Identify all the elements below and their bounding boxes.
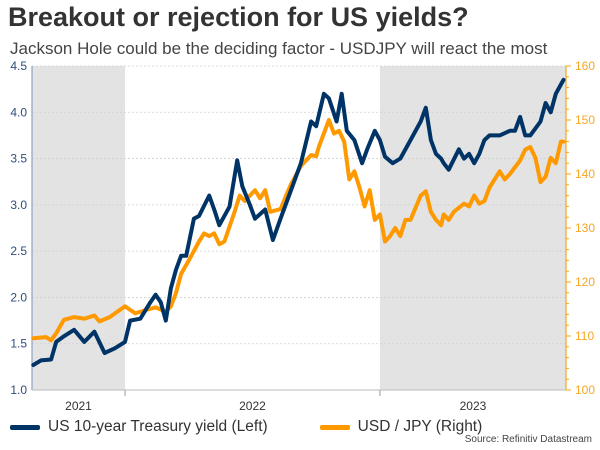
yield-series-line [31,77,566,367]
right-y-tick-label: 120 [575,275,595,289]
left-y-tick-label: 4.0 [10,105,27,119]
x-tick-label: 2023 [460,399,487,413]
legend: US 10-year Treasury yield (Left) USD / J… [10,418,482,436]
x-tick-label: 2021 [65,399,92,413]
shaded-year-band [32,66,126,390]
right-y-tick-label: 110 [575,329,594,343]
legend-label-usdjpy: USD / JPY (Right) [357,418,483,435]
left-y-tick-label: 4.5 [10,59,27,73]
legend-swatch-yield [10,424,40,430]
right-y-tick-label: 100 [575,383,595,397]
right-y-tick-label: 150 [575,113,595,127]
source-note: Source: Refinitiv Datastream [464,434,592,445]
x-tick-label: 2022 [239,399,266,413]
chart-title: Breakout or rejection for US yields? [8,2,469,32]
legend-swatch-usdjpy [319,424,350,430]
left-y-tick-label: 3.0 [10,198,27,212]
left-y-tick-label: 1.5 [10,337,27,351]
shaded-year-band [379,66,566,390]
right-y-tick-label: 130 [575,221,595,235]
left-y-tick-label: 1.0 [10,383,27,397]
legend-label-yield: US 10-year Treasury yield (Left) [48,418,268,435]
left-y-tick-label: 2.5 [10,244,27,258]
left-y-tick-label: 3.5 [10,152,27,166]
chart-subtitle: Jackson Hole could be the deciding facto… [10,39,548,58]
right-y-tick-label: 140 [575,167,595,181]
left-y-tick-label: 2.0 [10,290,27,304]
right-y-tick-label: 160 [575,59,595,73]
